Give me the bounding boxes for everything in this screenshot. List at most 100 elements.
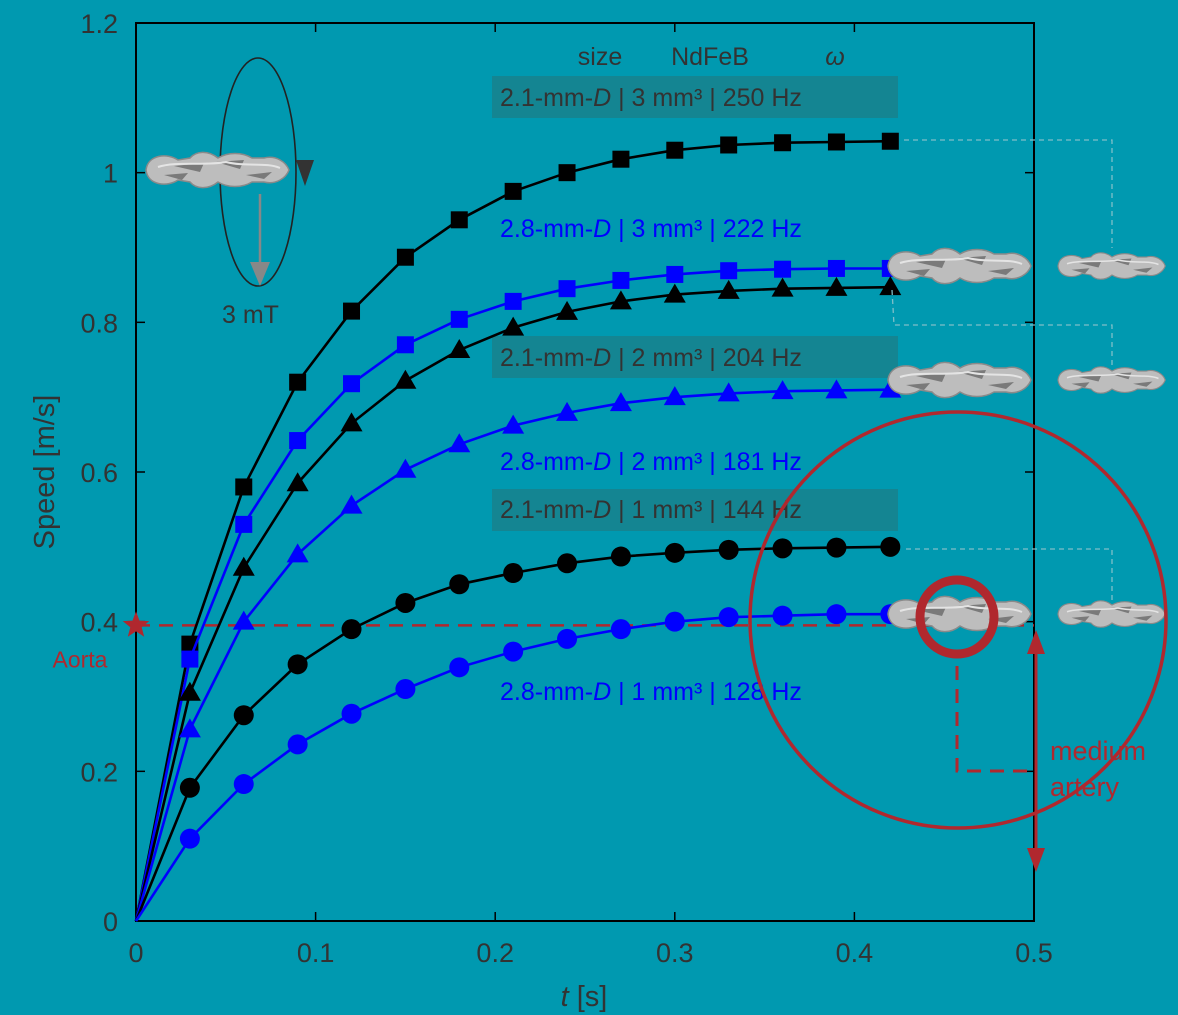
robot-large-bottom xyxy=(887,595,1032,633)
y-tick-label: 1.2 xyxy=(80,9,118,39)
y-tick-label: 0.8 xyxy=(80,308,118,338)
data-point xyxy=(286,472,309,492)
y-tick-label: 0 xyxy=(103,907,118,937)
header-size: size xyxy=(578,43,622,71)
axis-ticks xyxy=(135,22,1035,922)
field-arrowhead xyxy=(250,262,270,286)
data-point xyxy=(235,515,253,533)
data-point xyxy=(233,705,254,726)
data-point xyxy=(396,248,414,266)
label-box-204hz xyxy=(492,336,898,378)
series-2 xyxy=(134,259,899,922)
data-point xyxy=(289,373,307,391)
x-tick-label: 0.3 xyxy=(656,938,694,968)
data-point xyxy=(663,386,686,406)
data-point xyxy=(718,539,739,560)
robot-large-middle xyxy=(887,361,1032,399)
series-layer xyxy=(134,132,902,922)
data-point xyxy=(179,828,200,849)
data-point xyxy=(340,494,363,514)
data-point xyxy=(664,542,685,563)
data-point xyxy=(449,574,470,595)
x-axis-title: t [s] xyxy=(561,981,608,1013)
data-point xyxy=(720,136,738,154)
data-point xyxy=(772,605,793,626)
data-point xyxy=(718,607,739,628)
data-point xyxy=(178,681,201,701)
field-illustration: 3 mT xyxy=(145,57,314,329)
data-point xyxy=(504,292,522,310)
zoom-circle-large xyxy=(748,410,1168,830)
data-point xyxy=(556,401,579,421)
data-point xyxy=(287,734,308,755)
zoom-circle-small xyxy=(915,575,999,659)
data-point xyxy=(717,382,740,402)
x-axis-symbol: t xyxy=(561,981,571,1013)
data-point xyxy=(503,641,524,662)
data-point xyxy=(609,392,632,412)
robot-large-top xyxy=(887,247,1032,285)
medium-artery-annotation: medium artery xyxy=(748,410,1168,872)
data-point xyxy=(178,718,201,738)
connector-lines xyxy=(891,139,1113,600)
label-boxes xyxy=(492,76,898,531)
data-point xyxy=(179,777,200,798)
robot-icons xyxy=(887,139,1166,633)
data-point xyxy=(556,300,579,320)
aorta-star xyxy=(122,611,150,637)
artery-label-line2: artery xyxy=(1050,772,1120,802)
artery-label-line1: medium xyxy=(1050,736,1146,766)
data-point xyxy=(395,592,416,613)
label-box-144hz xyxy=(492,489,898,531)
data-point xyxy=(450,211,468,229)
header-magnet: NdFeB xyxy=(671,43,749,71)
data-point xyxy=(879,276,902,296)
series-5 xyxy=(134,536,901,922)
robot-small-bottom xyxy=(1057,600,1166,628)
data-point xyxy=(181,650,199,668)
data-point xyxy=(826,604,847,625)
robot-small-middle xyxy=(1057,366,1166,394)
artery-arrow-down xyxy=(1027,848,1045,872)
data-point xyxy=(557,628,578,649)
label-header: size NdFeB ω xyxy=(578,43,845,71)
data-point xyxy=(666,265,684,283)
data-point xyxy=(772,538,793,559)
series-label-222hz: 2.8-mm-D | 3 mm³ | 222 Hz xyxy=(500,215,802,243)
data-point xyxy=(609,290,632,310)
x-tick-label: 0.5 xyxy=(1015,938,1053,968)
robot-icon-field xyxy=(145,151,290,189)
x-tick-label: 0.4 xyxy=(836,938,874,968)
aorta-reference: Aorta xyxy=(53,611,1034,672)
data-point xyxy=(503,563,524,584)
data-point xyxy=(341,619,362,640)
tick-labels: 0 0.1 0.2 0.3 0.4 0.5 0 0.2 0.4 0.6 0.8 1 1.2 xyxy=(80,9,1052,968)
series-label-128hz: 2.8-mm-D | 1 mm³ | 128 Hz xyxy=(500,678,802,706)
series-labels: 2.1-mm-D | 3 mm³ | 250 Hz 2.8-mm-D | 3 m… xyxy=(500,84,802,706)
data-point xyxy=(394,458,417,478)
data-point xyxy=(663,283,686,303)
data-point xyxy=(450,310,468,328)
y-tick-label: 1 xyxy=(103,159,118,189)
data-point xyxy=(827,133,845,151)
data-point xyxy=(502,316,525,336)
data-point xyxy=(343,302,361,320)
data-point xyxy=(394,369,417,389)
header-omega: ω xyxy=(825,43,844,71)
series-label-181hz: 2.8-mm-D | 2 mm³ | 181 Hz xyxy=(500,448,802,476)
data-point xyxy=(233,774,254,795)
data-point xyxy=(235,478,253,496)
data-point xyxy=(880,536,901,557)
data-point xyxy=(343,375,361,393)
x-tick-label: 0.2 xyxy=(476,938,514,968)
data-point xyxy=(610,619,631,640)
data-point xyxy=(286,543,309,563)
data-point xyxy=(881,132,899,150)
data-point xyxy=(448,433,471,453)
data-point xyxy=(502,414,525,434)
data-point xyxy=(717,279,740,299)
data-point xyxy=(610,546,631,567)
data-point xyxy=(558,280,576,298)
data-point xyxy=(612,150,630,168)
